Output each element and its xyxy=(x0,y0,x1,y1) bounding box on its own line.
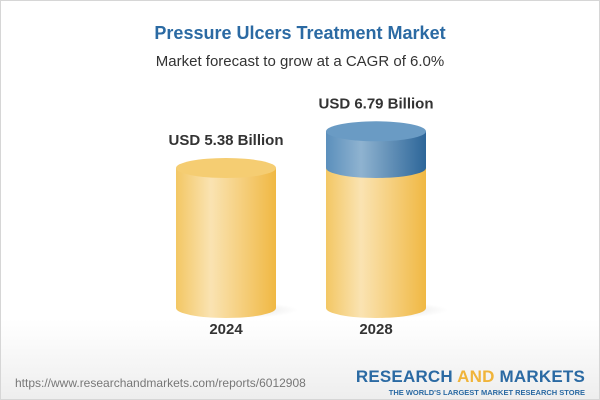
cylinder-chart: USD 5.38 Billion 2024 USD 6.79 Billion 2028 xyxy=(168,95,448,338)
data-label: USD 5.38 Billion xyxy=(168,132,283,149)
cylinder-top xyxy=(176,158,276,178)
chart-title: Pressure Ulcers Treatment Market xyxy=(154,23,446,43)
category-label: 2024 xyxy=(209,321,243,338)
data-label: USD 6.79 Billion xyxy=(318,95,433,112)
chart-subtitle: Market forecast to grow at a CAGR of 6.0… xyxy=(155,53,445,70)
cylinder-body-2024 xyxy=(176,168,276,318)
cylinder-top xyxy=(326,121,426,142)
logo-tagline: THE WORLD'S LARGEST MARKET RESEARCH STOR… xyxy=(388,388,585,397)
research-and-markets-logo: RESEARCH AND MARKETS THE WORLD'S LARGEST… xyxy=(356,367,585,397)
cylinder-body-2028 xyxy=(326,168,426,318)
logo-text: AND xyxy=(457,367,495,386)
cylinder-growth-2028 xyxy=(326,131,426,178)
source-url[interactable]: https://www.researchandmarkets.com/repor… xyxy=(15,376,306,390)
category-label: 2028 xyxy=(359,321,392,338)
logo-text: MARKETS xyxy=(494,367,585,386)
logo-text: RESEARCH xyxy=(355,367,458,386)
